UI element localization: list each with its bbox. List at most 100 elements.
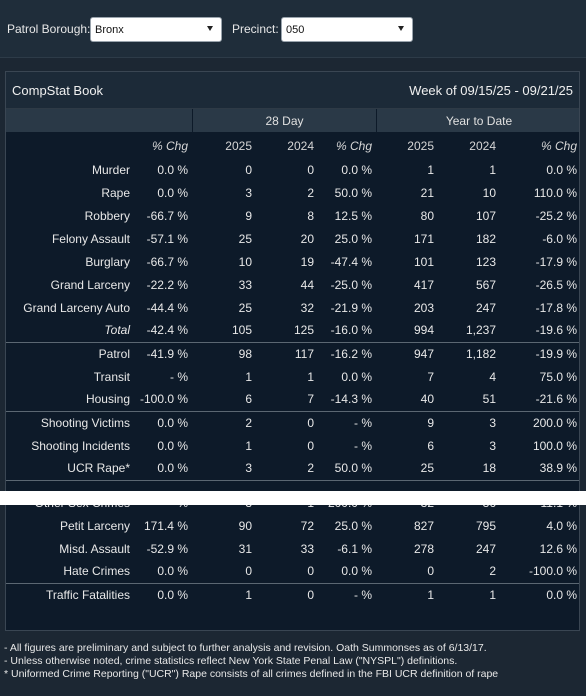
- table-cell: 25.0 %: [334, 231, 372, 246]
- table-cell: 123: [475, 254, 496, 269]
- table-cell: 417: [413, 277, 434, 292]
- table-cell: -52.9 %: [146, 541, 188, 556]
- group-header-28day: 28 Day: [193, 109, 376, 132]
- table-cell: - %: [354, 438, 372, 453]
- table-row: Petit Larceny 171.4 % 90 72 25.0 % 827 795 4.0 …: [6, 514, 579, 537]
- table-cell: 1: [245, 369, 252, 384]
- row-label: Murder: [91, 162, 130, 177]
- table-cell: 171.4 %: [143, 518, 188, 533]
- table-cell: 3: [245, 461, 252, 476]
- table-cell: 38.9 %: [539, 461, 577, 476]
- table-cell: 247: [475, 300, 496, 315]
- table-row: Total -42.4 % 105 125 -16.0 % 994 1,237 -19.6 %: [6, 319, 579, 342]
- table-cell: -57.1 %: [146, 231, 188, 246]
- table-cell: 7: [427, 369, 434, 384]
- table-cell: 98: [192, 341, 256, 365]
- table-row: Burglary -66.7 % 10 19 -47.4 % 101 123 -17.9 %: [6, 250, 579, 273]
- table-cell: - %: [318, 582, 376, 606]
- panel-title: CompStat Book: [12, 83, 104, 98]
- table-cell: 171: [413, 231, 434, 246]
- table-cell: 1,182: [438, 341, 500, 365]
- table-cell: -47.4 %: [330, 254, 372, 269]
- table-cell: -44.4 %: [146, 300, 188, 315]
- row-label: Burglary: [85, 254, 130, 269]
- table-cell: -21.9 %: [330, 300, 372, 315]
- row-label: Total: [104, 323, 130, 338]
- row-label: Grand Larceny: [50, 277, 130, 292]
- table-cell: 6: [245, 392, 252, 407]
- table-cell: -25.0 %: [330, 277, 372, 292]
- table-cell: -100.0 %: [528, 564, 577, 579]
- table-cell: -66.7 %: [146, 208, 188, 223]
- column-header: 2024: [287, 139, 314, 153]
- patrol-borough-select[interactable]: Bronx: [90, 17, 222, 42]
- table-cell: 0: [245, 564, 252, 579]
- table-cell: 0.0 %: [134, 410, 192, 434]
- table-cell: 0: [427, 564, 434, 579]
- table-cell: 0: [245, 162, 252, 177]
- table-cell: 827: [413, 518, 434, 533]
- table-cell: 0.0 %: [500, 582, 579, 606]
- table-cell: -16.0 %: [330, 323, 372, 338]
- table-cell: -19.9 %: [500, 341, 579, 365]
- table-cell: -6.1 %: [337, 541, 372, 556]
- row-label: Misd. Assault: [59, 541, 130, 556]
- table-row: Hate Crimes 0.0 % 0 0 0.0 % 0 2 -100.0 %: [6, 560, 579, 583]
- row-label: Hate Crimes: [63, 564, 130, 579]
- row-label: Transit: [93, 369, 130, 384]
- table-cell: 203: [413, 300, 434, 315]
- table-row: Transit - % 1 1 0.0 % 7 4 75.0 %: [6, 365, 579, 388]
- row-label: UCR Rape*: [67, 461, 130, 476]
- table-cell: 25: [238, 231, 252, 246]
- table-row: Shooting Victims 0.0 % 2 0- % 9 3 200.0 %: [6, 410, 579, 434]
- table-cell: 182: [475, 231, 496, 246]
- row-label: Shooting Victims: [6, 410, 134, 434]
- table-cell: - %: [170, 369, 188, 384]
- table-row: Rape 0.0 % 3 2 50.0 % 21 10 110.0 %: [6, 181, 579, 204]
- table-row: Misd. Assault -52.9 % 31 33 -6.1 % 278 247 12.6…: [6, 537, 579, 560]
- table-cell: 44: [300, 277, 314, 292]
- table-cell: 3: [438, 410, 500, 434]
- row-label: Rape: [101, 185, 130, 200]
- compstat-table: % Chg 2025 2024 % Chg 2025 2024 % Chg Mu…: [6, 132, 579, 606]
- table-cell: 107: [475, 208, 496, 223]
- row-label: Felony Assault: [51, 231, 130, 246]
- table-body: Murder 0.0 % 0 0 0.0 % 1 1 0.0 % Rape 0.0 % 3 2 50.0…: [6, 158, 579, 606]
- table-row: Murder 0.0 % 0 0 0.0 % 1 1 0.0 %: [6, 158, 579, 181]
- table-cell: 7: [307, 392, 314, 407]
- chevron-down-icon: [398, 26, 404, 31]
- table-cell: 33: [238, 277, 252, 292]
- footnote: - All figures are preliminary and subjec…: [4, 642, 487, 654]
- table-cell: 32: [300, 300, 314, 315]
- footnote: * Uniformed Crime Reporting ("UCR") Rape…: [4, 667, 499, 680]
- table-cell: 25.0 %: [334, 518, 372, 533]
- table-cell: - %: [318, 410, 376, 434]
- table-row: Patrol -41.9 % 98 117 -16.2 % 947 1,182 -19.9 %: [6, 341, 579, 365]
- table-cell: 0.0 %: [157, 461, 188, 476]
- precinct-select[interactable]: 050: [281, 17, 413, 42]
- table-cell: 125: [293, 323, 314, 338]
- table-cell: 1: [438, 582, 500, 606]
- row-label: Robbery: [84, 208, 130, 223]
- table-cell: 0: [307, 162, 314, 177]
- table-cell: 10: [238, 254, 252, 269]
- table-cell: -17.8 %: [535, 300, 577, 315]
- table-cell: 0.0 %: [341, 564, 372, 579]
- table-cell: 2: [307, 461, 314, 476]
- panel-header: CompStat Book Week of 09/15/25 - 09/21/2…: [6, 72, 579, 109]
- table-cell: 1,237: [465, 323, 496, 338]
- table-cell: -42.4 %: [146, 323, 188, 338]
- precinct-value: 050: [286, 24, 305, 36]
- table-cell: 110.0 %: [533, 185, 577, 200]
- table-cell: 2: [489, 564, 496, 579]
- table-row: Shooting Incidents 0.0 % 1 0 - % 6 3 100.0 %: [6, 434, 579, 457]
- table-cell: 0.0 %: [134, 582, 192, 606]
- table-cell: 2: [307, 185, 314, 200]
- table-cell: 0: [256, 582, 318, 606]
- table-cell: 947: [376, 341, 438, 365]
- table-cell: 3: [489, 438, 496, 453]
- table-cell: 0.0 %: [157, 185, 188, 200]
- table-row: Grand Larceny Auto -44.4 % 25 32 -21.9 % 203 2…: [6, 296, 579, 319]
- precinct-label: Precinct:: [232, 22, 279, 36]
- table-cell: 0.0 %: [157, 162, 188, 177]
